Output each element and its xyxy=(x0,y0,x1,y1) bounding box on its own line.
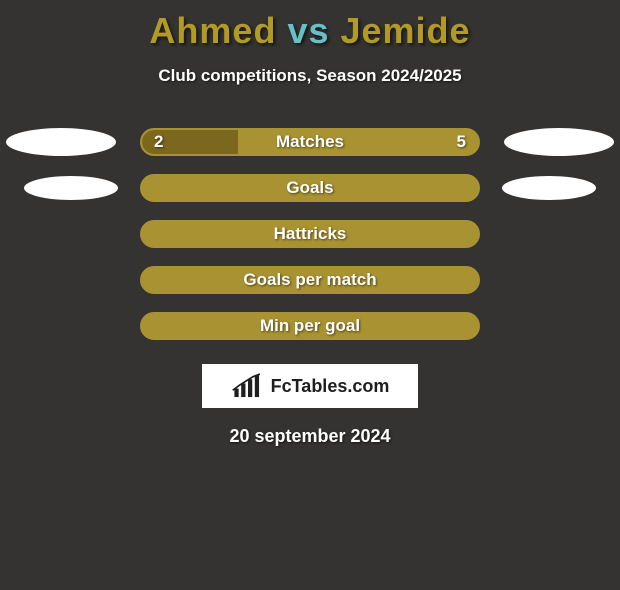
stat-bar: Goals xyxy=(140,174,480,202)
stat-label: Goals xyxy=(286,178,333,198)
stat-row: Hattricks xyxy=(0,218,620,250)
stat-bar: Matches 2 5 xyxy=(140,128,480,156)
stat-rows: Matches 2 5 Goals Hattricks Goals per match Mi… xyxy=(0,126,620,342)
stat-bar: Hattricks xyxy=(140,220,480,248)
stat-label: Goals per match xyxy=(243,270,376,290)
subtitle: Club competitions, Season 2024/2025 xyxy=(0,66,620,86)
stat-bar: Goals per match xyxy=(140,266,480,294)
stat-label: Min per goal xyxy=(260,316,360,336)
comparison-title: Ahmed vs Jemide xyxy=(0,10,620,52)
stat-value-left: 2 xyxy=(154,132,163,152)
bar-chart-icon xyxy=(231,373,265,399)
stat-row: Min per goal xyxy=(0,310,620,342)
snapshot-date: 20 september 2024 xyxy=(0,426,620,447)
player1-marker xyxy=(24,176,118,200)
logo-text: FcTables.com xyxy=(271,376,390,397)
player2-marker xyxy=(504,128,614,156)
stat-value-right: 5 xyxy=(457,132,466,152)
stat-label: Matches xyxy=(276,132,344,152)
stat-bar: Min per goal xyxy=(140,312,480,340)
stat-label: Hattricks xyxy=(274,224,347,244)
title-player2: Jemide xyxy=(340,10,470,51)
player2-marker xyxy=(502,176,596,200)
stat-row: Goals xyxy=(0,172,620,204)
fctables-logo: FcTables.com xyxy=(202,364,418,408)
title-vs: vs xyxy=(276,10,340,51)
player1-marker xyxy=(6,128,116,156)
stat-row: Matches 2 5 xyxy=(0,126,620,158)
stat-row: Goals per match xyxy=(0,264,620,296)
title-player1: Ahmed xyxy=(149,10,276,51)
